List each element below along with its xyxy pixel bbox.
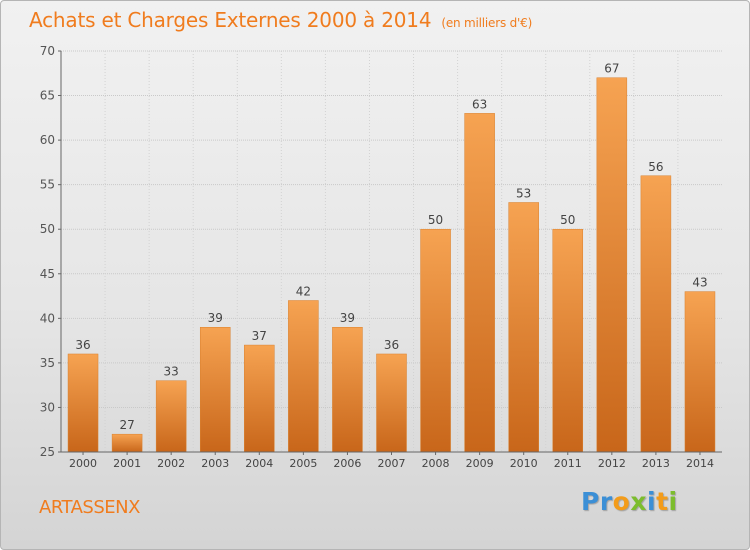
bar [508, 202, 539, 453]
y-tick-label: 40 [40, 311, 55, 325]
chart-title: Achats et Charges Externes 2000 à 2014 (e… [29, 8, 532, 32]
x-tick-label: 2001 [113, 457, 141, 470]
y-tick-label: 60 [40, 133, 55, 147]
x-tick-label: 2012 [598, 457, 626, 470]
chart-unit: (en milliers d'€) [441, 16, 533, 30]
x-tick-label: 2006 [333, 457, 361, 470]
bar [67, 353, 99, 453]
bar-value-label: 42 [296, 285, 311, 299]
commune-name: ARTASSENX [39, 497, 140, 518]
x-tick-label: 2008 [422, 457, 450, 470]
bar-value-label: 33 [164, 365, 179, 379]
x-tick-label: 2004 [245, 457, 273, 470]
bar-value-label: 50 [560, 213, 575, 227]
x-tick-label: 2002 [157, 457, 185, 470]
chart-title-text: Achats et Charges Externes 2000 à 2014 [29, 8, 432, 32]
bars [67, 77, 716, 453]
brand-letter: o [612, 487, 631, 516]
proxiti-logo: Proxiti [581, 487, 678, 516]
bar [288, 300, 319, 453]
bar [155, 380, 187, 453]
y-tick-label: 65 [40, 89, 55, 103]
bar-value-label: 39 [340, 311, 355, 325]
x-tick-label: 2003 [201, 457, 229, 470]
y-tick-label: 55 [40, 178, 55, 192]
y-tick-label: 30 [40, 400, 55, 414]
bar-value-label: 36 [75, 338, 90, 352]
x-tick-label: 2005 [289, 457, 317, 470]
bar [332, 326, 363, 453]
bar-value-label: 63 [472, 97, 487, 111]
x-tick-label: 2014 [686, 457, 714, 470]
bar [596, 77, 628, 453]
x-tick-label: 2011 [554, 457, 582, 470]
data-labels: 36 27 33 39 37 42 39 36 50 63 53 50 67 56 43 [75, 62, 707, 432]
bar-value-label: 43 [692, 276, 707, 290]
x-tick-label: 2013 [642, 457, 670, 470]
y-tick-label: 35 [40, 356, 55, 370]
bar [376, 353, 407, 453]
y-tick-label: 25 [40, 445, 55, 459]
y-tick-label: 45 [40, 267, 55, 281]
brand-letter: r [599, 487, 613, 516]
bar [420, 228, 451, 453]
bar-value-label: 36 [384, 338, 399, 352]
bar-value-label: 53 [516, 186, 531, 200]
x-tick-label: 2007 [378, 457, 406, 470]
bar-value-label: 27 [119, 418, 134, 432]
bar [640, 175, 672, 453]
bar [244, 344, 275, 453]
bar [199, 326, 231, 453]
brand-letter: i [668, 487, 678, 516]
bar-value-label: 37 [252, 329, 267, 343]
bar-value-label: 50 [428, 213, 443, 227]
bar [684, 291, 716, 453]
bar-value-label: 56 [648, 160, 663, 174]
x-tick-label: 2009 [466, 457, 494, 470]
brand-letter: t [656, 487, 669, 516]
brand-letter: i [647, 487, 657, 516]
brand-letter: P [581, 487, 600, 516]
bar [464, 113, 495, 453]
bar [552, 228, 584, 453]
brand-letter: x [630, 487, 647, 516]
bar-value-label: 39 [208, 311, 223, 325]
bar [111, 433, 143, 453]
y-tick-label: 70 [40, 44, 55, 58]
axes: 25 30 35 40 45 50 55 60 65 70 2000 2001 2002 2003 2004… [40, 44, 722, 470]
y-tick-label: 50 [40, 222, 55, 236]
x-tick-label: 2000 [69, 457, 97, 470]
bar-value-label: 67 [604, 62, 619, 76]
x-tick-label: 2010 [510, 457, 538, 470]
